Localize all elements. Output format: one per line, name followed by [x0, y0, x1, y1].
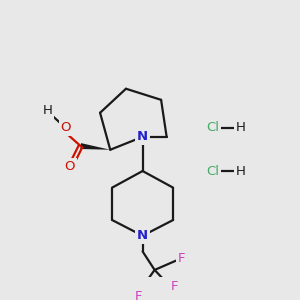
Text: Cl: Cl [206, 164, 219, 178]
Text: H: H [236, 121, 245, 134]
Text: O: O [61, 121, 71, 134]
Text: H: H [236, 164, 245, 178]
Polygon shape [80, 143, 110, 150]
Text: O: O [64, 160, 75, 173]
Text: H: H [43, 104, 52, 117]
Text: F: F [135, 290, 143, 300]
Text: Cl: Cl [206, 121, 219, 134]
Text: F: F [170, 280, 178, 293]
Text: N: N [137, 229, 148, 242]
Text: F: F [178, 252, 185, 265]
Text: N: N [137, 130, 148, 143]
